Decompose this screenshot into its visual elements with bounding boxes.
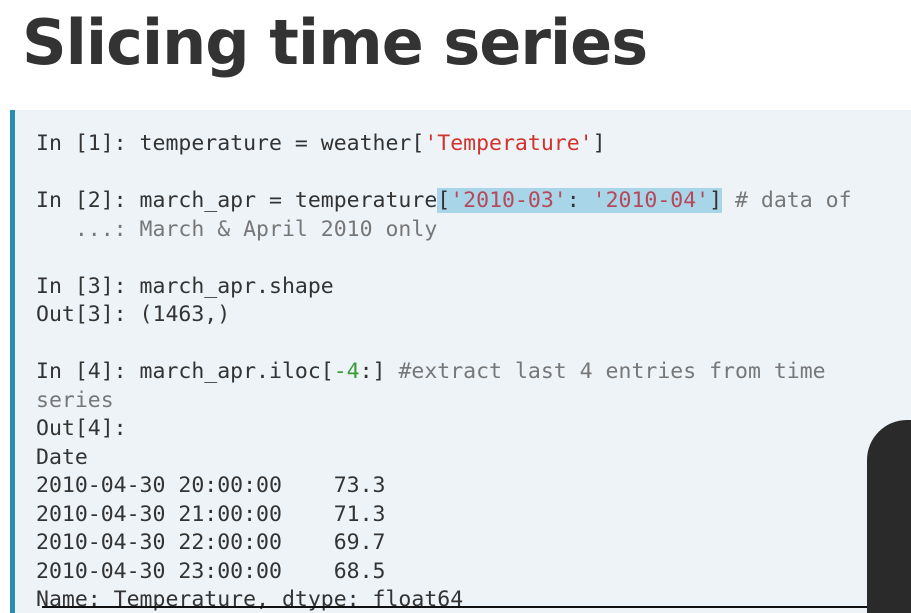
code-token: :] (359, 359, 399, 384)
slide-title: Slicing time series (22, 6, 648, 79)
code-line: In [4]: march_apr.iloc[-4:] #extract las… (36, 358, 852, 387)
code-token: [ (437, 188, 451, 213)
code-token: '2010-04' (592, 188, 710, 213)
presenter (867, 420, 911, 613)
code-line (36, 330, 852, 359)
code-token: #extract last 4 entries from time (398, 359, 826, 384)
code-token: 'Temperature' (424, 131, 593, 156)
code-line: In [3]: march_apr.shape (36, 273, 852, 302)
code-line: ...: March & April 2010 only (36, 216, 852, 245)
code-block: In [1]: temperature = weather['Temperatu… (10, 110, 911, 613)
code-line: series (36, 387, 852, 416)
code-line: Out[3]: (1463,) (36, 301, 852, 330)
code-token: ...: March & April 2010 only (36, 216, 438, 242)
code-token: 2010-04-30 21:00:00 71.3 (36, 501, 386, 527)
code-token: '2010-03' (450, 188, 567, 213)
code-token: In [4]: march_apr.iloc[ (36, 359, 334, 384)
code-token: 2010-04-30 22:00:00 69.7 (36, 530, 386, 555)
code-token: In [3]: march_apr.shape (36, 273, 334, 299)
underline (42, 606, 882, 608)
code-token: Date (36, 444, 88, 470)
code-line: 2010-04-30 22:00:00 69.7 (36, 529, 852, 558)
code-line (36, 244, 852, 273)
code-token: In [1]: temperature = weather[ (36, 131, 425, 156)
code-lines: In [1]: temperature = weather['Temperatu… (36, 130, 852, 613)
code-token: 2010-04-30 23:00:00 68.5 (36, 558, 386, 584)
code-token: Out[4]: (36, 416, 127, 441)
code-token: In [2]: march_apr = temperature (36, 188, 438, 213)
code-line: Out[4]: (36, 415, 852, 444)
code-token: Out[3]: (1463,) (36, 302, 231, 327)
code-line: In [1]: temperature = weather['Temperatu… (36, 130, 852, 159)
code-token: : (566, 188, 593, 213)
code-token: series (36, 387, 114, 413)
code-line (36, 159, 852, 188)
code-line: Date (36, 444, 852, 473)
code-line: 2010-04-30 23:00:00 68.5 (36, 558, 852, 587)
code-token: ] (709, 188, 723, 213)
code-line: 2010-04-30 21:00:00 71.3 (36, 501, 852, 530)
code-token: ] (592, 131, 606, 156)
code-token: Name: Temperature, dtype: float64 (36, 587, 464, 612)
code-token: -4 (333, 359, 360, 384)
code-token: 2010-04-30 20:00:00 73.3 (36, 473, 386, 498)
code-token: # data of (722, 188, 852, 213)
code-line: 2010-04-30 20:00:00 73.3 (36, 472, 852, 501)
code-line: In [2]: march_apr = temperature['2010-03… (36, 187, 852, 216)
code-line: Name: Temperature, dtype: float64 (36, 586, 852, 613)
